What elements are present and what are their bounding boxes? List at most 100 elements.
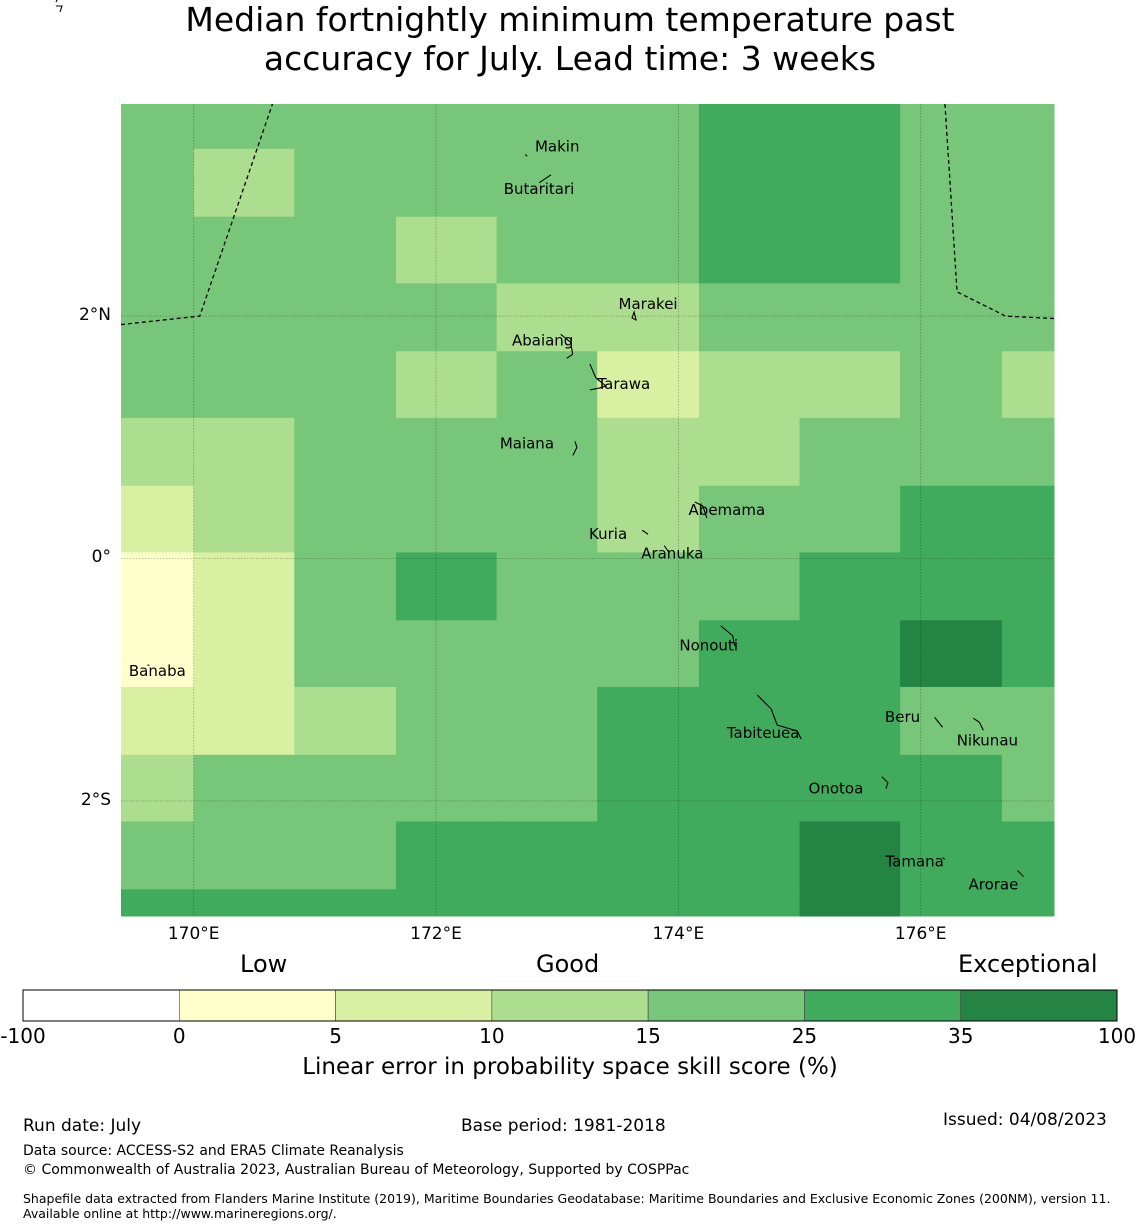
copyright: © Commonwealth of Australia 2023, Austra… (23, 1162, 690, 1178)
skill-cell (698, 148, 801, 218)
skill-cell (799, 821, 901, 890)
island-outline (538, 174, 552, 184)
colorbar-category-exceptional: Exceptional (958, 950, 1098, 978)
skill-cell (496, 620, 598, 688)
colorbar-tick-label: 15 (635, 1024, 661, 1048)
longitude-tick-label: 174°E (652, 924, 705, 944)
skill-cell (496, 485, 598, 553)
colorbar (22, 989, 1118, 1022)
latitude-tick-label: 2°N (78, 305, 111, 326)
skill-cell (799, 148, 901, 218)
skill-grid (121, 104, 1055, 917)
skill-cell (396, 821, 498, 890)
skill-cell (1001, 148, 1055, 218)
skill-cell (698, 485, 801, 553)
island-label: Nikunau (957, 731, 1018, 749)
skill-cell (597, 821, 700, 890)
skill-cell (1001, 686, 1055, 756)
skill-cell (396, 754, 498, 822)
island-label: Banaba (129, 662, 186, 680)
island-label: Aranuka (641, 545, 703, 563)
skill-cell (121, 686, 195, 756)
skill-cell (900, 216, 1003, 284)
shapefile-note: Shapefile data extracted from Flanders M… (23, 1191, 1111, 1221)
skill-cell (597, 754, 700, 822)
island-outline (663, 545, 669, 552)
skill-cell (900, 889, 1003, 917)
island-label: Tabiteuea (726, 724, 800, 742)
skill-cell (900, 552, 1003, 621)
skill-cell (597, 283, 700, 352)
skill-cell (799, 417, 901, 487)
longitude-tick-label: 176°E (894, 924, 947, 944)
skill-cell (496, 351, 598, 419)
gridlines (121, 104, 1054, 916)
colorbar-frame (22, 989, 1118, 1022)
island-label: Abemama (689, 501, 766, 519)
island-label: Tamana (884, 852, 943, 870)
colorbar-tick-label: -100 (0, 1024, 46, 1048)
colorbar-tick-label: 0 (172, 1024, 186, 1048)
island-outline (756, 694, 802, 740)
colorbar-tick-label: 5 (329, 1024, 342, 1048)
skill-cell (496, 283, 598, 352)
skill-cell (121, 104, 195, 150)
skill-cell (193, 552, 295, 621)
skill-cell (193, 686, 295, 756)
colorbar-segment (335, 989, 493, 1022)
skill-cell (294, 148, 397, 218)
skill-cell (597, 148, 700, 218)
skill-cell (294, 686, 397, 756)
skill-cell (799, 485, 901, 553)
island-label: Onotoa (809, 780, 864, 798)
skill-cell (698, 821, 801, 890)
colorbar-segment (491, 989, 649, 1022)
skill-cell (799, 283, 901, 352)
colorbar-tick-label: 100 (1097, 1024, 1137, 1048)
skill-cell (294, 821, 397, 890)
skill-cell (1001, 417, 1055, 487)
island-label: Beru (885, 708, 920, 726)
skill-cell (193, 148, 295, 218)
skill-cell (193, 216, 295, 284)
colorbar-tick-label: 35 (947, 1024, 974, 1048)
skill-cell (396, 351, 498, 419)
skill-cell (496, 104, 598, 150)
island-label: Abaiang (512, 331, 573, 349)
skill-cell (193, 620, 295, 688)
colorbar-category-low: Low (240, 950, 288, 978)
skill-cell (698, 620, 801, 688)
island-outline (934, 716, 943, 728)
island-outline (694, 501, 708, 519)
colorbar-tick-label: 25 (791, 1024, 818, 1048)
island-outline (524, 154, 528, 157)
skill-cell (294, 485, 397, 553)
skill-cell (396, 148, 498, 218)
skill-cell (900, 283, 1003, 352)
skill-cell (597, 216, 700, 284)
island-label: Tarawa (596, 375, 650, 393)
skill-cell (193, 104, 295, 150)
skill-cell (121, 552, 195, 621)
island-label: Butaritari (504, 180, 575, 198)
skill-cell (698, 552, 801, 621)
colorbar-segment (647, 989, 805, 1022)
island-outline (55, 0, 889, 789)
latitude-tick-label: 0° (91, 547, 111, 568)
skill-cell (698, 283, 801, 352)
skill-cell (396, 417, 498, 487)
island-label: Makin (535, 137, 580, 155)
longitude-tick-label: 172°E (410, 924, 462, 944)
skill-cell (193, 283, 295, 352)
skill-cell (496, 686, 598, 756)
colorbar-category-good: Good (536, 950, 600, 978)
skill-cell (799, 686, 901, 756)
island-outline (56, 5, 649, 535)
skill-cell (900, 754, 1003, 822)
island-outline (631, 310, 637, 321)
skill-cell (396, 889, 498, 917)
skill-cell (1001, 889, 1055, 917)
island-label: Nonouti (679, 637, 738, 655)
skill-cell (294, 417, 397, 487)
